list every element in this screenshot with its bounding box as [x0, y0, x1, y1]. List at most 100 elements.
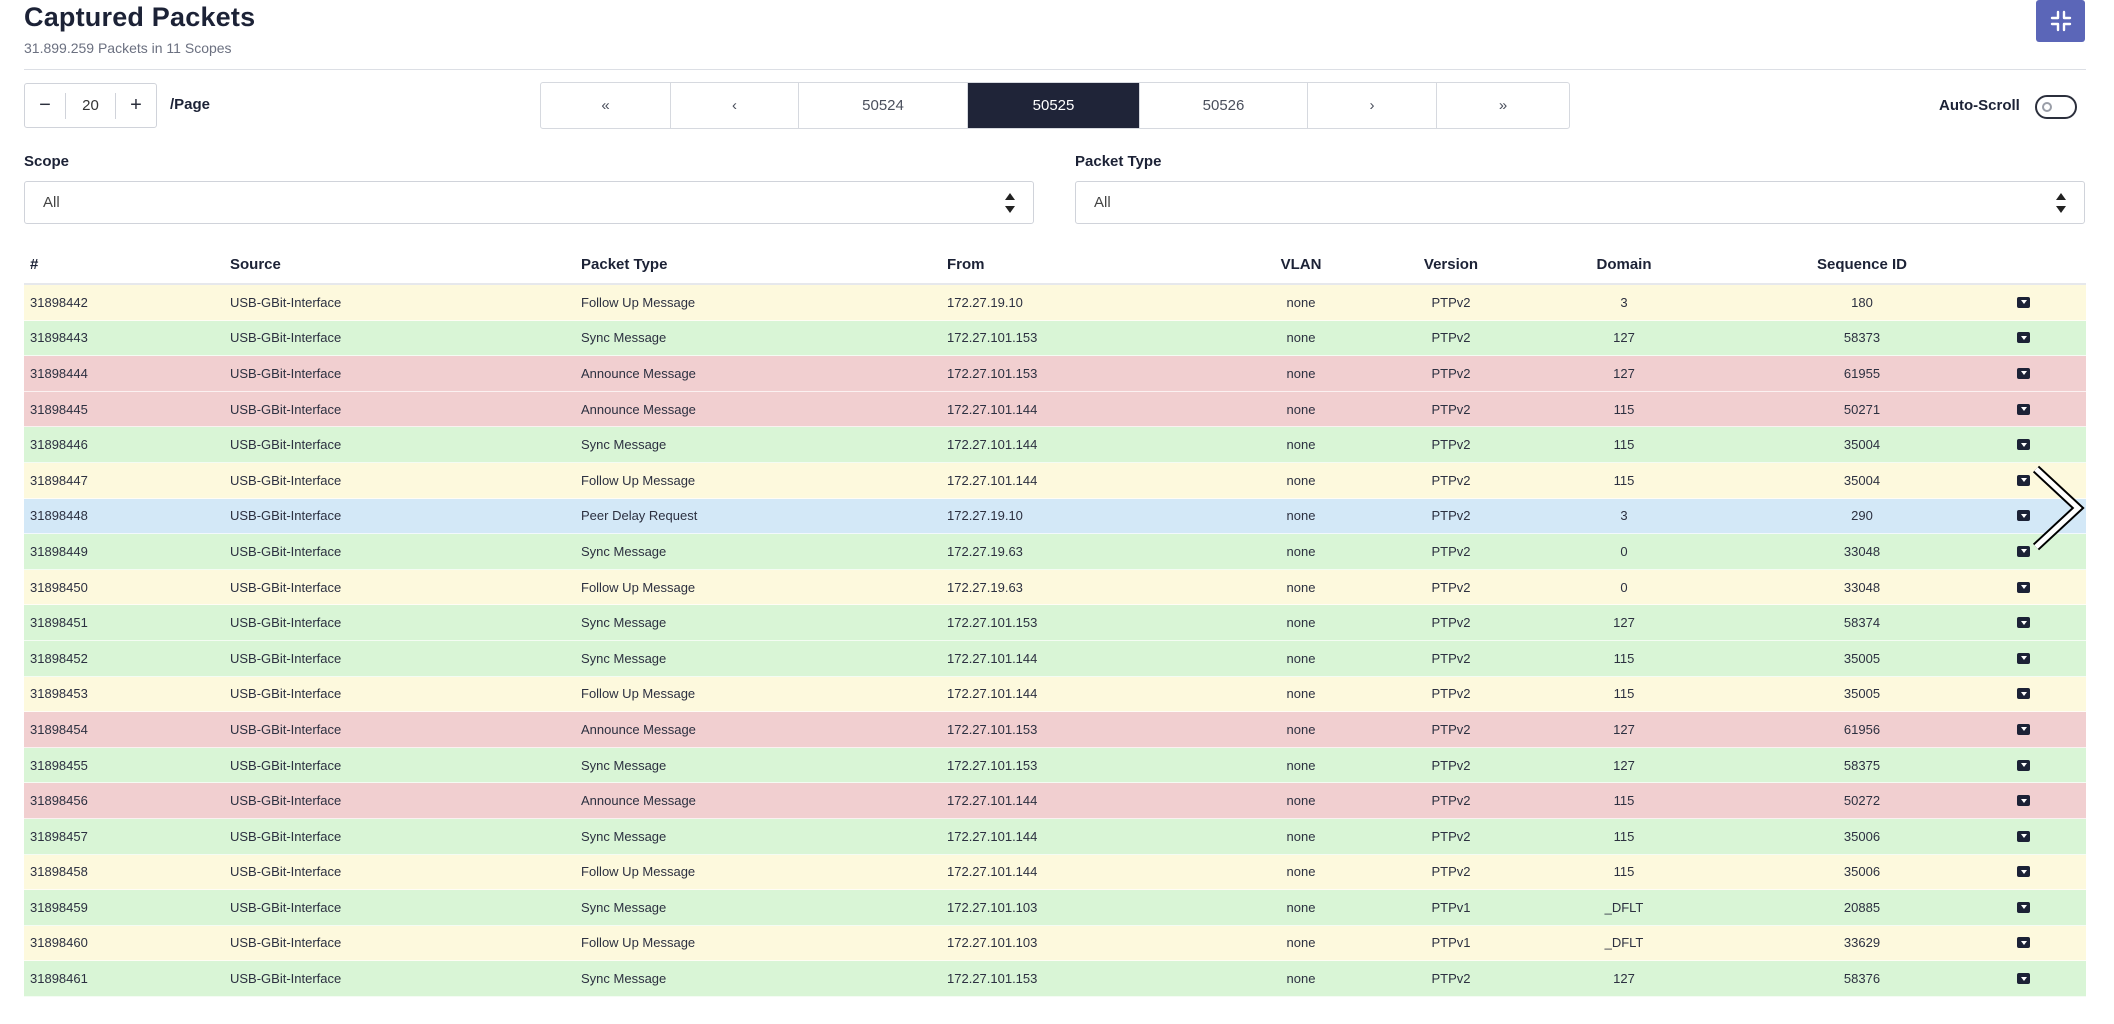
table-row[interactable]: 31898442 USB-GBit-Interface Follow Up Mess…	[24, 285, 2086, 321]
packet-type: Follow Up Message	[581, 686, 696, 702]
expand-row-icon[interactable]	[2017, 723, 2030, 735]
expand-row-icon[interactable]	[2017, 937, 2030, 949]
expand-row-icon[interactable]	[2017, 688, 2030, 700]
expand-row-icon[interactable]	[2017, 403, 2030, 415]
table-row[interactable]: 31898445 USB-GBit-Interface Announce Messa…	[24, 391, 2086, 428]
expand-row-icon[interactable]	[2017, 510, 2030, 522]
packet-vlan: none	[1286, 437, 1316, 453]
last-page-button[interactable]: »	[1498, 97, 1508, 114]
column-header-vlan[interactable]: VLAN	[1280, 255, 1322, 273]
table-row[interactable]: 31898443 USB-GBit-Interface Sync Message 17…	[24, 320, 2086, 357]
packet-vlan: none	[1286, 899, 1316, 915]
table-row[interactable]: 31898454 USB-GBit-Interface Announce Messa…	[24, 712, 2086, 748]
expand-row-icon[interactable]	[2017, 367, 2030, 379]
packet-domain: 127	[1613, 615, 1635, 631]
packet-version: PTPv2	[1431, 793, 1471, 809]
page-button-50526[interactable]: 50526	[1140, 83, 1308, 128]
packet-type: Announce Message	[581, 365, 696, 381]
packet-number: 31898460	[30, 935, 88, 951]
table-row[interactable]: 31898461 USB-GBit-Interface Sync Message 17…	[24, 961, 2086, 997]
table-row[interactable]: 31898458 USB-GBit-Interface Follow Up Mess…	[24, 854, 2086, 891]
compress-icon	[2050, 10, 2071, 32]
packet-source: USB-GBit-Interface	[230, 721, 342, 737]
packet-type: Sync Message	[581, 650, 667, 666]
expand-row-icon[interactable]	[2017, 617, 2030, 629]
expand-row-icon[interactable]	[2017, 296, 2030, 308]
packet-count-summary: 31.899.259 Packets in 11 Scopes	[24, 40, 232, 56]
packet-from: 172.27.101.144	[947, 437, 1038, 453]
column-header-number[interactable]: #	[30, 255, 39, 273]
table-row[interactable]: 31898450 USB-GBit-Interface Follow Up Mess…	[24, 569, 2086, 606]
column-header-sequence-id[interactable]: Sequence ID	[1816, 255, 1908, 273]
table-row[interactable]: 31898446 USB-GBit-Interface Sync Message 17…	[24, 427, 2086, 463]
packet-version: PTPv2	[1431, 543, 1471, 559]
packet-from: 172.27.101.144	[947, 793, 1038, 809]
column-header-version[interactable]: Version	[1423, 255, 1479, 273]
expand-row-icon[interactable]	[2017, 545, 2030, 557]
table-body: 31898442 USB-GBit-Interface Follow Up Mess…	[24, 285, 2086, 997]
packet-from: 172.27.19.10	[947, 294, 1023, 310]
packet-vlan: none	[1286, 365, 1316, 381]
packet-version: PTPv2	[1431, 686, 1471, 702]
packets-table: # Source Packet Type From VLAN Version D…	[24, 245, 2086, 997]
expand-row-icon[interactable]	[2017, 973, 2030, 985]
expand-row-icon[interactable]	[2017, 332, 2030, 344]
per-page-value[interactable]: 20	[65, 92, 116, 119]
table-row[interactable]: 31898449 USB-GBit-Interface Sync Message 17…	[24, 534, 2086, 570]
table-row[interactable]: 31898444 USB-GBit-Interface Announce Messa…	[24, 356, 2086, 392]
packet-domain: 127	[1613, 721, 1635, 737]
table-row[interactable]: 31898457 USB-GBit-Interface Sync Message 17…	[24, 818, 2086, 855]
packet-domain: _DFLT	[1604, 899, 1644, 915]
packet-from: 172.27.101.103	[947, 899, 1038, 915]
packet-vlan: none	[1286, 330, 1316, 346]
prev-page-button[interactable]: ‹	[671, 83, 799, 128]
table-row[interactable]: 31898448 USB-GBit-Interface Peer Delay Req…	[24, 498, 2086, 535]
column-header-domain[interactable]: Domain	[1596, 255, 1652, 273]
column-header-source[interactable]: Source	[230, 255, 281, 273]
expand-row-icon[interactable]	[2017, 759, 2030, 771]
packet-sequence-id: 58374	[1843, 615, 1881, 631]
packet-domain: 127	[1613, 971, 1635, 987]
expand-row-icon[interactable]	[2017, 581, 2030, 593]
expand-row-icon[interactable]	[2017, 866, 2030, 878]
packet-type-select[interactable]: All	[1075, 181, 2085, 224]
packet-sequence-id: 33629	[1843, 935, 1881, 951]
first-page-button[interactable]: «	[541, 83, 671, 128]
table-row[interactable]: 31898459 USB-GBit-Interface Sync Message 17…	[24, 890, 2086, 926]
auto-scroll-toggle[interactable]	[2035, 95, 2077, 119]
packet-from: 172.27.101.153	[947, 757, 1038, 773]
table-row[interactable]: 31898456 USB-GBit-Interface Announce Messa…	[24, 783, 2086, 819]
packet-type: Sync Message	[581, 437, 667, 453]
decrease-per-page-button[interactable]: −	[39, 94, 51, 116]
table-row[interactable]: 31898455 USB-GBit-Interface Sync Message 17…	[24, 747, 2086, 784]
packet-number: 31898450	[30, 579, 88, 595]
packet-sequence-id: 35006	[1843, 828, 1881, 844]
table-row[interactable]: 31898451 USB-GBit-Interface Sync Message 17…	[24, 605, 2086, 641]
increase-per-page-button[interactable]: +	[130, 94, 142, 116]
page-button-50524[interactable]: 50524	[799, 83, 968, 128]
scope-select[interactable]: All	[24, 181, 1034, 224]
table-row[interactable]: 31898460 USB-GBit-Interface Follow Up Mess…	[24, 925, 2086, 962]
expand-row-icon[interactable]	[2017, 474, 2030, 486]
next-arrow-icon[interactable]	[2028, 463, 2088, 553]
table-row[interactable]: 31898447 USB-GBit-Interface Follow Up Mess…	[24, 462, 2086, 499]
next-page-button[interactable]: ›	[1308, 83, 1437, 128]
packet-from: 172.27.101.144	[947, 401, 1038, 417]
column-header-from[interactable]: From	[947, 255, 985, 273]
packet-sequence-id: 33048	[1843, 543, 1881, 559]
packet-type: Announce Message	[581, 793, 696, 809]
collapse-button[interactable]	[2036, 0, 2085, 42]
packet-type: Follow Up Message	[581, 864, 696, 880]
packet-version: PTPv2	[1431, 401, 1471, 417]
table-row[interactable]: 31898452 USB-GBit-Interface Sync Message 17…	[24, 640, 2086, 677]
expand-row-icon[interactable]	[2017, 439, 2030, 451]
expand-row-icon[interactable]	[2017, 901, 2030, 913]
page-button-50525[interactable]: 50525	[968, 83, 1140, 128]
expand-row-icon[interactable]	[2017, 830, 2030, 842]
packet-number: 31898443	[30, 330, 88, 346]
packet-number: 31898445	[30, 401, 88, 417]
expand-row-icon[interactable]	[2017, 652, 2030, 664]
expand-row-icon[interactable]	[2017, 795, 2030, 807]
table-row[interactable]: 31898453 USB-GBit-Interface Follow Up Mess…	[24, 676, 2086, 713]
column-header-packet-type[interactable]: Packet Type	[581, 255, 668, 273]
